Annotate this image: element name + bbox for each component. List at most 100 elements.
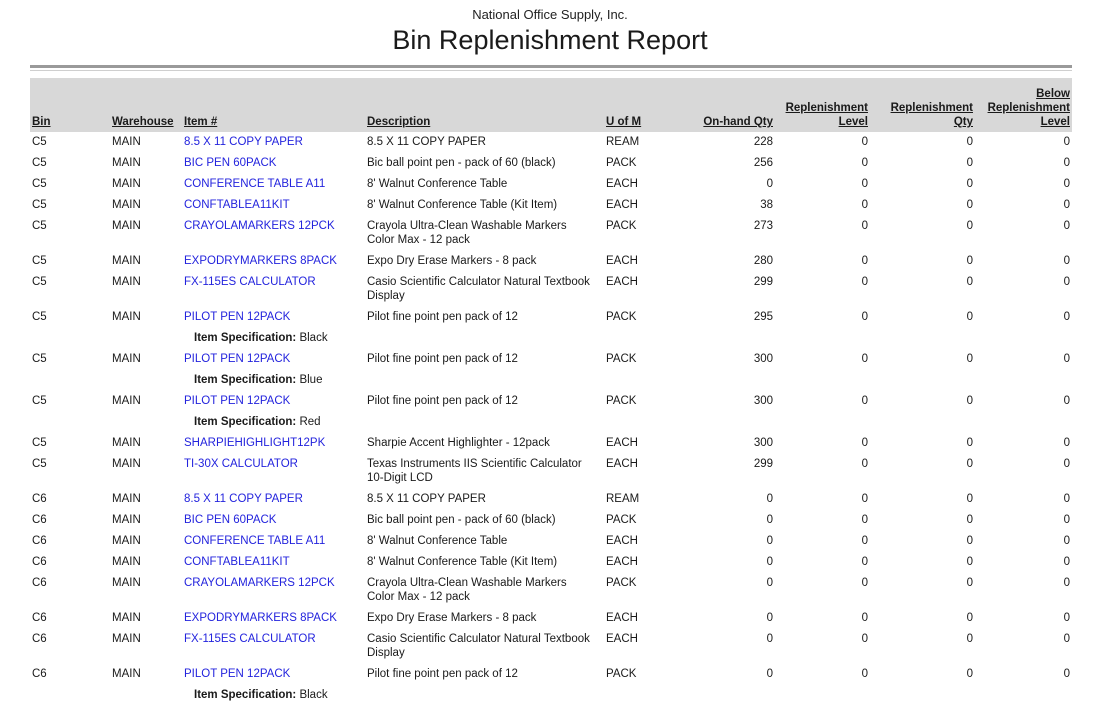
replenishment-qty-cell: 0 bbox=[966, 612, 973, 624]
item-number-cell: EXPODRYMARKERS 8PACK bbox=[182, 254, 365, 268]
description-cell: Crayola Ultra-Clean Washable Markers Col… bbox=[367, 220, 567, 246]
table-row: C5 MAIN 8.5 X 11 COPY PAPER 8.5 X 11 COPY P… bbox=[30, 132, 1072, 153]
table-row: C6 MAIN FX-115ES CALCULATOR Casio Scientifi… bbox=[30, 629, 1072, 664]
column-header-line: Replenishment bbox=[890, 102, 973, 114]
column-header-uofm: U of M bbox=[604, 115, 674, 130]
below-replenishment-level-cell: 0 bbox=[1063, 437, 1070, 449]
replenishment-qty-cell: 0 bbox=[966, 199, 973, 211]
bin-cell: C5 bbox=[32, 353, 47, 365]
column-header-line: Bin bbox=[32, 116, 51, 128]
warehouse-cell: MAIN bbox=[112, 353, 141, 365]
bin-cell: C5 bbox=[32, 255, 47, 267]
onhand-qty-cell: 273 bbox=[753, 220, 773, 232]
warehouse-cell: MAIN bbox=[112, 199, 141, 211]
onhand-qty-cell: 0 bbox=[766, 668, 773, 680]
item-number-link[interactable]: CRAYOLAMARKERS 12PCK bbox=[184, 577, 335, 589]
bin-cell: C5 bbox=[32, 458, 47, 470]
column-header-line: Description bbox=[367, 116, 431, 128]
warehouse-cell: MAIN bbox=[112, 556, 141, 568]
warehouse-cell: MAIN bbox=[112, 514, 141, 526]
item-number-cell: FX-115ES CALCULATOR bbox=[182, 632, 365, 660]
item-number-link[interactable]: EXPODRYMARKERS 8PACK bbox=[184, 255, 337, 267]
item-number-link[interactable]: FX-115ES CALCULATOR bbox=[184, 276, 316, 288]
item-number-link[interactable]: CONFTABLEA11KIT bbox=[184, 556, 290, 568]
uom-cell: PACK bbox=[606, 220, 637, 232]
below-replenishment-level-cell: 0 bbox=[1063, 577, 1070, 589]
item-specification-label: Item Specification: bbox=[194, 332, 297, 344]
item-number-cell: CRAYOLAMARKERS 12PCK bbox=[182, 576, 365, 604]
bin-cell: C6 bbox=[32, 514, 47, 526]
item-number-cell: 8.5 X 11 COPY PAPER bbox=[182, 135, 365, 149]
item-number-link[interactable]: CONFERENCE TABLE A11 bbox=[184, 535, 326, 547]
item-number-link[interactable]: TI-30X CALCULATOR bbox=[184, 458, 298, 470]
below-replenishment-level-cell: 0 bbox=[1063, 668, 1070, 680]
description-cell: Pilot fine point pen pack of 12 bbox=[367, 395, 518, 407]
item-number-cell: BIC PEN 60PACK bbox=[182, 513, 365, 527]
item-specification-value: Black bbox=[299, 332, 328, 344]
item-number-cell: PILOT PEN 12PACK bbox=[182, 394, 365, 408]
bin-cell: C6 bbox=[32, 493, 47, 505]
below-replenishment-level-cell: 0 bbox=[1063, 535, 1070, 547]
description-cell: Expo Dry Erase Markers - 8 pack bbox=[367, 255, 537, 267]
table-row: C5 MAIN PILOT PEN 12PACK Pilot fine point p… bbox=[30, 391, 1072, 412]
bin-cell: C6 bbox=[32, 556, 47, 568]
replenishment-level-cell: 0 bbox=[861, 577, 868, 589]
bin-cell: C6 bbox=[32, 633, 47, 645]
description-cell: Bic ball point pen - pack of 60 (black) bbox=[367, 157, 556, 169]
bin-cell: C5 bbox=[32, 276, 47, 288]
item-number-link[interactable]: CONFERENCE TABLE A11 bbox=[184, 178, 326, 190]
item-number-link[interactable]: 8.5 X 11 COPY PAPER bbox=[184, 493, 303, 505]
table-row: C6 MAIN CONFTABLEA11KIT 8' Walnut Conferenc… bbox=[30, 552, 1072, 573]
column-header-line: Qty bbox=[953, 116, 973, 128]
item-specification-row: Item Specification: Black bbox=[194, 685, 1072, 706]
below-replenishment-level-cell: 0 bbox=[1063, 458, 1070, 470]
item-number-link[interactable]: CRAYOLAMARKERS 12PCK bbox=[184, 220, 335, 232]
item-number-link[interactable]: 8.5 X 11 COPY PAPER bbox=[184, 136, 303, 148]
description-cell: 8' Walnut Conference Table bbox=[367, 535, 508, 547]
onhand-qty-cell: 295 bbox=[753, 311, 773, 323]
item-number-link[interactable]: PILOT PEN 12PACK bbox=[184, 353, 291, 365]
onhand-qty-cell: 0 bbox=[766, 178, 773, 190]
item-number-link[interactable]: FX-115ES CALCULATOR bbox=[184, 633, 316, 645]
replenishment-qty-cell: 0 bbox=[966, 437, 973, 449]
table-row: C5 MAIN PILOT PEN 12PACK Pilot fine point p… bbox=[30, 349, 1072, 370]
replenishment-level-cell: 0 bbox=[861, 633, 868, 645]
table-row: C5 MAIN TI-30X CALCULATOR Texas Instruments… bbox=[30, 454, 1072, 489]
uom-cell: EACH bbox=[606, 276, 638, 288]
replenishment-level-cell: 0 bbox=[861, 556, 868, 568]
replenishment-level-cell: 0 bbox=[861, 178, 868, 190]
item-number-link[interactable]: PILOT PEN 12PACK bbox=[184, 668, 291, 680]
below-replenishment-level-cell: 0 bbox=[1063, 276, 1070, 288]
uom-cell: EACH bbox=[606, 535, 638, 547]
uom-cell: EACH bbox=[606, 556, 638, 568]
item-number-link[interactable]: PILOT PEN 12PACK bbox=[184, 395, 291, 407]
description-cell: Expo Dry Erase Markers - 8 pack bbox=[367, 612, 537, 624]
item-number-cell: TI-30X CALCULATOR bbox=[182, 457, 365, 485]
bin-cell: C5 bbox=[32, 220, 47, 232]
item-specification-label: Item Specification: bbox=[194, 374, 297, 386]
item-number-link[interactable]: EXPODRYMARKERS 8PACK bbox=[184, 612, 337, 624]
column-header-line: U of M bbox=[606, 116, 642, 128]
table-row: C5 MAIN CONFTABLEA11KIT 8' Walnut Conferenc… bbox=[30, 195, 1072, 216]
column-header-warehouse: Warehouse bbox=[110, 115, 182, 130]
replenishment-level-cell: 0 bbox=[861, 255, 868, 267]
item-number-link[interactable]: SHARPIEHIGHLIGHT12PK bbox=[184, 437, 326, 449]
item-number-cell: CONFTABLEA11KIT bbox=[182, 555, 365, 569]
item-number-link[interactable]: CONFTABLEA11KIT bbox=[184, 199, 290, 211]
divider-thin-line bbox=[30, 70, 1072, 71]
item-number-link[interactable]: PILOT PEN 12PACK bbox=[184, 311, 291, 323]
warehouse-cell: MAIN bbox=[112, 136, 141, 148]
item-specification-row: Item Specification: Blue bbox=[194, 370, 1072, 391]
bin-cell: C5 bbox=[32, 199, 47, 211]
replenishment-level-cell: 0 bbox=[861, 514, 868, 526]
below-replenishment-level-cell: 0 bbox=[1063, 395, 1070, 407]
table-row: C6 MAIN CONFERENCE TABLE A11 8' Walnut Conf… bbox=[30, 531, 1072, 552]
description-cell: Texas Instruments IIS Scientific Calcula… bbox=[367, 458, 582, 484]
uom-cell: EACH bbox=[606, 458, 638, 470]
item-number-link[interactable]: BIC PEN 60PACK bbox=[184, 514, 277, 526]
bin-cell: C5 bbox=[32, 178, 47, 190]
item-number-link[interactable]: BIC PEN 60PACK bbox=[184, 157, 277, 169]
below-replenishment-level-cell: 0 bbox=[1063, 157, 1070, 169]
warehouse-cell: MAIN bbox=[112, 577, 141, 589]
item-number-cell: CRAYOLAMARKERS 12PCK bbox=[182, 219, 365, 247]
